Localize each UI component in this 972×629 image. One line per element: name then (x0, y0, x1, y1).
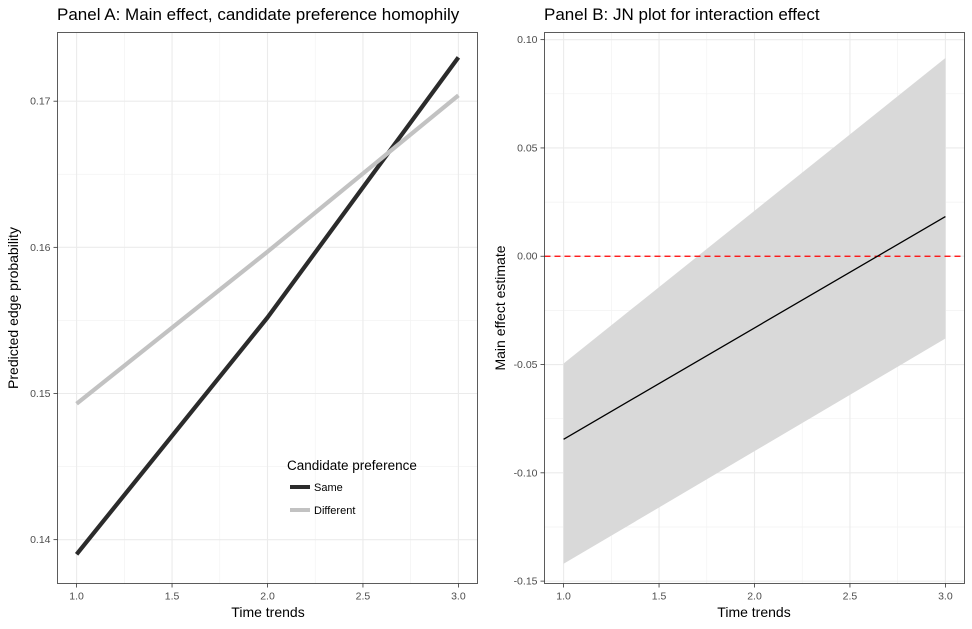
x-tick-label: 1.5 (165, 591, 180, 603)
series-line-different (75, 93, 460, 406)
panel-b-y-axis-title: Main effect estimate (492, 245, 508, 370)
legend-title: Candidate preference (287, 458, 417, 473)
series-line-same (74, 56, 461, 556)
x-tick-label: 2.0 (747, 591, 762, 603)
panel-b: Panel B: JN plot for interaction effect … (492, 5, 965, 620)
y-tick-label: 0.17 (30, 96, 51, 108)
x-tick-label: 1.0 (556, 591, 571, 603)
panel-b-band (563, 58, 946, 564)
y-tick-label: -0.10 (514, 467, 538, 479)
estimate-line (563, 216, 946, 440)
panel-a-series (74, 56, 461, 556)
x-tick-label: 1.5 (652, 591, 667, 603)
x-tick-label: 2.5 (356, 591, 371, 603)
panel-a-x-axis-title: Time trends (231, 604, 304, 620)
y-tick-label: 0.00 (517, 251, 538, 263)
y-tick-label: -0.05 (514, 359, 538, 371)
panel-a: Panel A: Main effect, candidate preferen… (5, 5, 478, 620)
panel-a-title: Panel A: Main effect, candidate preferen… (57, 5, 460, 24)
panel-a-legend: Candidate preference Same Different (287, 458, 417, 517)
panel-a-ticks: 1.0 1.5 2.0 2.5 3.0 0.14 0.15 0.16 0.17 (30, 96, 466, 603)
x-tick-label: 2.0 (260, 591, 275, 603)
x-tick-label: 3.0 (451, 591, 466, 603)
legend-label-different: Different (314, 505, 355, 517)
x-tick-label: 1.0 (69, 591, 84, 603)
x-tick-label: 2.5 (843, 591, 858, 603)
y-tick-label: -0.15 (514, 576, 538, 588)
y-tick-label: 0.14 (30, 534, 51, 546)
confidence-band (563, 58, 946, 564)
panel-a-y-axis-title: Predicted edge probability (5, 227, 21, 389)
y-tick-label: 0.15 (30, 388, 51, 400)
panel-b-series (544, 216, 965, 440)
x-tick-label: 3.0 (938, 591, 953, 603)
y-tick-label: 0.10 (517, 34, 538, 46)
y-tick-label: 0.16 (30, 242, 51, 254)
panel-b-x-axis-title: Time trends (717, 604, 790, 620)
legend-label-same: Same (314, 482, 343, 494)
panel-b-ticks: 1.0 1.5 2.0 2.5 3.0 -0.15 -0.10 -0.05 0.00 0.05 0.… (514, 34, 953, 602)
panel-b-title: Panel B: JN plot for interaction effect (544, 5, 820, 24)
y-tick-label: 0.05 (517, 142, 538, 154)
